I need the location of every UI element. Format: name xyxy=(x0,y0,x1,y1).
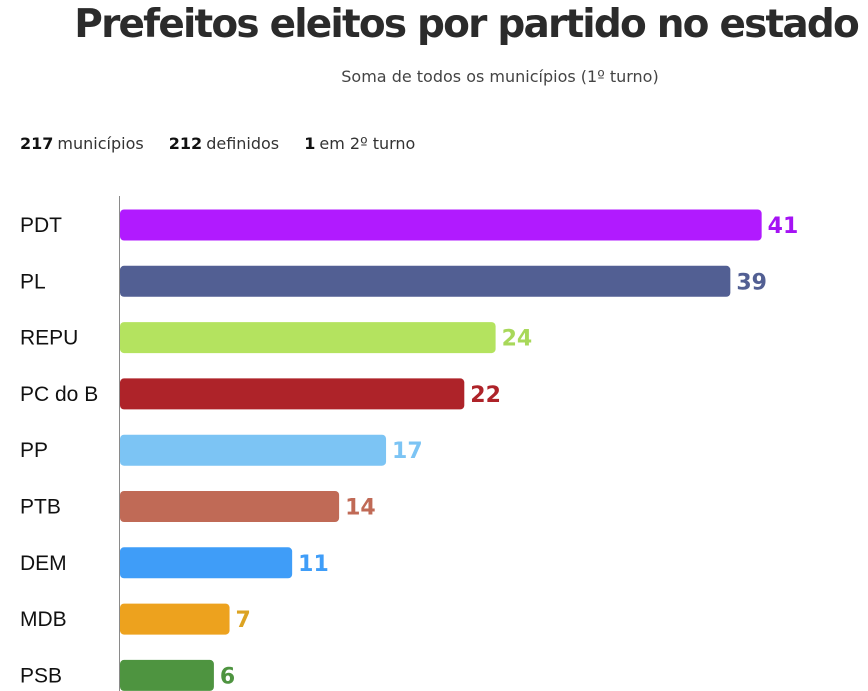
value-label-mdb: 7 xyxy=(236,608,251,633)
stat-municipios: 217 municípios xyxy=(20,134,144,153)
bar-mdb xyxy=(120,603,230,635)
bar-dem xyxy=(120,547,293,579)
stat-segundo-turno-value: 1 xyxy=(304,134,316,153)
value-label-pp: 17 xyxy=(392,439,423,464)
stat-segundo-turno-label: em 2º turno xyxy=(319,134,416,153)
category-label-pc-do-b: PC do B xyxy=(20,383,98,406)
bar-repu xyxy=(120,322,496,354)
category-label-psb: PSB xyxy=(20,664,62,687)
category-label-repu: REPU xyxy=(20,327,78,350)
stat-segundo-turno: 1 em 2º turno xyxy=(304,134,415,153)
bar-ptb xyxy=(120,491,340,522)
value-label-psb: 6 xyxy=(220,664,235,689)
summary-stats: 217 municípios 212 definidos 1 em 2º turno xyxy=(20,134,435,153)
category-label-pp: PP xyxy=(20,439,48,462)
bar-psb xyxy=(120,659,214,691)
category-label-ptb: PTB xyxy=(20,496,61,519)
value-label-pdt: 41 xyxy=(768,214,799,239)
stat-municipios-label: municípios xyxy=(57,134,144,153)
value-label-repu: 24 xyxy=(502,327,533,352)
stat-definidos-value: 212 xyxy=(168,134,203,153)
category-label-dem: DEM xyxy=(20,552,67,575)
value-label-pl: 39 xyxy=(736,270,767,295)
value-label-dem: 11 xyxy=(298,552,329,577)
bar-pdt xyxy=(120,209,762,241)
value-label-pc-do-b: 22 xyxy=(470,383,501,408)
category-label-pdt: PDT xyxy=(20,214,62,237)
category-label-mdb: MDB xyxy=(20,608,67,631)
category-label-pl: PL xyxy=(20,270,46,293)
value-label-ptb: 14 xyxy=(345,496,376,521)
stat-definidos: 212 definidos xyxy=(169,134,279,153)
chart-subtitle: Soma de todos os municípios (1º turno) xyxy=(341,67,659,86)
stat-municipios-value: 217 xyxy=(20,134,54,153)
bar-pl xyxy=(120,265,731,297)
bar-pc-do-b xyxy=(120,378,465,410)
chart-title: Prefeitos eleitos por partido no estado xyxy=(74,2,860,47)
bar-pp xyxy=(120,434,387,466)
stat-definidos-label: definidos xyxy=(206,134,280,153)
